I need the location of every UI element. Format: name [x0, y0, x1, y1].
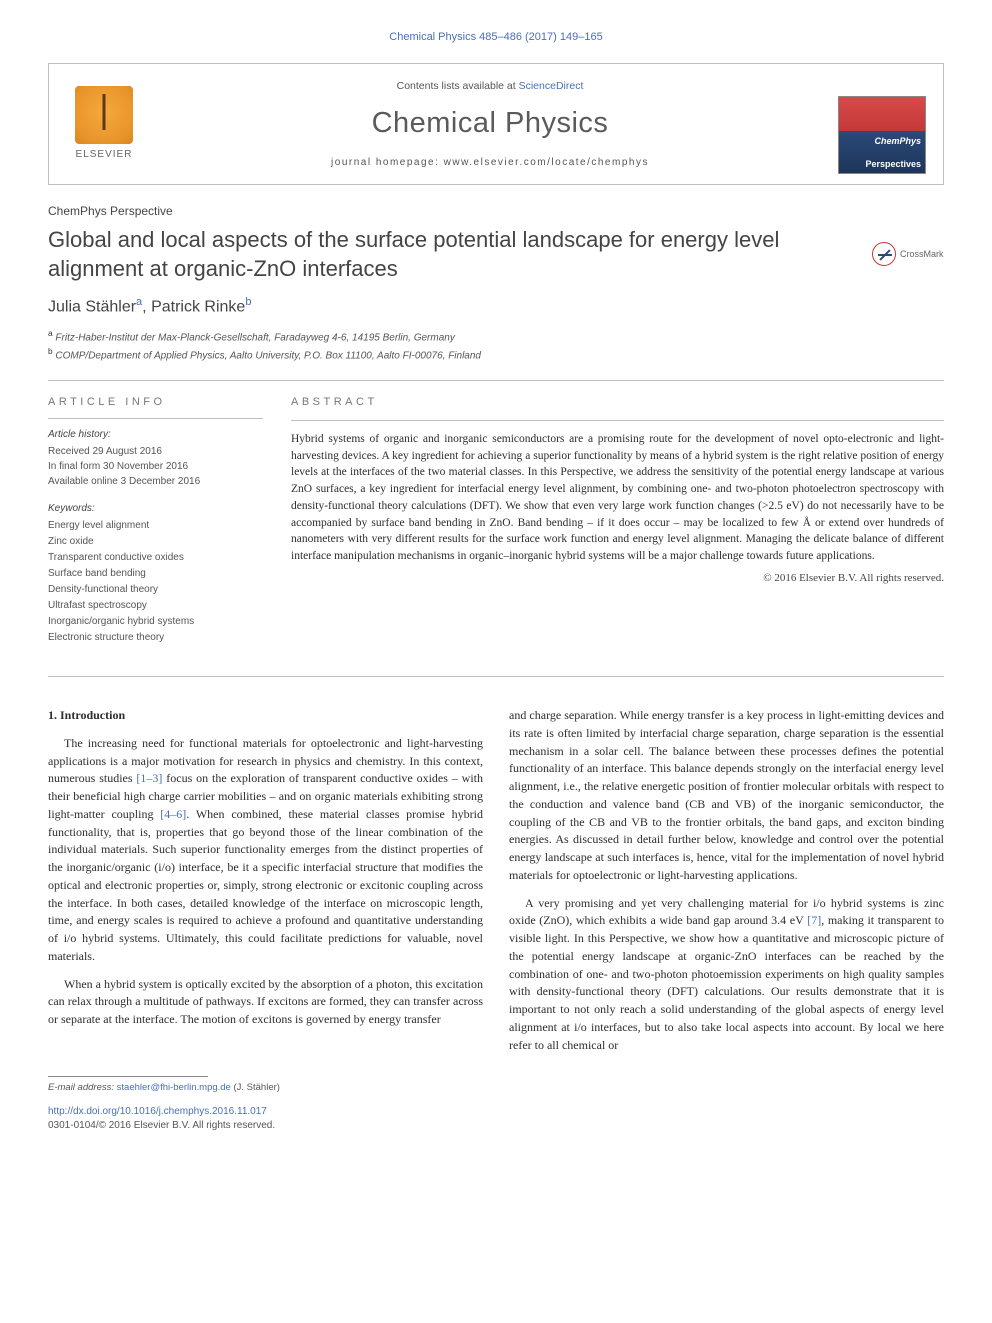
- doi-link[interactable]: http://dx.doi.org/10.1016/j.chemphys.201…: [48, 1106, 267, 1117]
- journal-homepage: journal homepage: www.elsevier.com/locat…: [143, 156, 837, 170]
- body-paragraph-3: and charge separation. While energy tran…: [509, 707, 944, 885]
- cover-chemphys-text: ChemPhys: [874, 135, 921, 148]
- keywords-list: Energy level alignment Zinc oxide Transp…: [48, 518, 263, 646]
- ref-1-3[interactable]: [1–3]: [136, 771, 162, 785]
- author-1: Julia Stähler: [48, 299, 136, 316]
- crossmark-label: CrossMark: [900, 248, 944, 261]
- email-link[interactable]: staehler@fhi-berlin.mpg.de: [117, 1082, 231, 1093]
- divider-top: [48, 380, 944, 381]
- email-who: (J. Stähler): [231, 1082, 280, 1093]
- journal-cover: ChemPhys Perspectives: [837, 74, 927, 174]
- history-final-form: In final form 30 November 2016: [48, 459, 263, 474]
- keyword: Surface band bending: [48, 566, 263, 582]
- article-type: ChemPhys Perspective: [48, 203, 944, 220]
- journal-header: ELSEVIER Contents lists available at Sci…: [48, 63, 944, 185]
- article-title: Global and local aspects of the surface …: [48, 226, 808, 283]
- divider-bottom: [48, 676, 944, 677]
- abstract-heading: ABSTRACT: [291, 395, 944, 410]
- info-abstract-row: ARTICLE INFO Article history: Received 2…: [48, 395, 944, 658]
- keywords-block: Keywords: Energy level alignment Zinc ox…: [48, 501, 263, 646]
- keyword: Zinc oxide: [48, 534, 263, 550]
- keywords-label: Keywords:: [48, 501, 263, 516]
- footer-rule: [48, 1076, 208, 1077]
- article-history: Article history: Received 29 August 2016…: [48, 427, 263, 489]
- body-paragraph-2: When a hybrid system is optically excite…: [48, 976, 483, 1029]
- affiliation-a-text: Fritz-Haber-Institut der Max-Planck-Gese…: [55, 332, 454, 343]
- keyword: Electronic structure theory: [48, 630, 263, 646]
- affiliations: a Fritz-Haber-Institut der Max-Planck-Ge…: [48, 327, 944, 364]
- history-online: Available online 3 December 2016: [48, 474, 263, 489]
- cover-perspectives-text: Perspectives: [865, 158, 921, 171]
- top-citation: Chemical Physics 485–486 (2017) 149–165: [48, 30, 944, 45]
- keyword: Energy level alignment: [48, 518, 263, 534]
- p4-text-b: , making it transparent to visible light…: [509, 913, 944, 1051]
- issn-copyright: 0301-0104/© 2016 Elsevier B.V. All right…: [48, 1120, 275, 1131]
- sciencedirect-link[interactable]: ScienceDirect: [519, 80, 584, 92]
- footer: E-mail address: staehler@fhi-berlin.mpg.…: [48, 1076, 944, 1132]
- author-2-sup: b: [245, 296, 251, 308]
- abstract-text: Hybrid systems of organic and inorganic …: [291, 431, 944, 564]
- body-paragraph-1: The increasing need for functional mater…: [48, 735, 483, 966]
- keyword: Transparent conductive oxides: [48, 550, 263, 566]
- info-rule-1: [48, 418, 263, 419]
- p1-text-c: . When combined, these material classes …: [48, 807, 483, 963]
- article-info: ARTICLE INFO Article history: Received 2…: [48, 395, 263, 658]
- abstract: ABSTRACT Hybrid systems of organic and i…: [291, 395, 944, 658]
- ref-4-6[interactable]: [4–6]: [160, 807, 186, 821]
- journal-name: Chemical Physics: [143, 103, 837, 144]
- corresponding-email: E-mail address: staehler@fhi-berlin.mpg.…: [48, 1081, 944, 1094]
- history-label: Article history:: [48, 427, 263, 442]
- elsevier-tree-icon: [75, 86, 133, 144]
- elsevier-label: ELSEVIER: [76, 148, 133, 162]
- article-info-heading: ARTICLE INFO: [48, 395, 263, 410]
- doi-line: http://dx.doi.org/10.1016/j.chemphys.201…: [48, 1105, 944, 1133]
- elsevier-logo: ELSEVIER: [65, 79, 143, 169]
- cover-image: ChemPhys Perspectives: [838, 96, 926, 174]
- contents-text: Contents lists available at: [397, 80, 519, 92]
- affiliation-b-text: COMP/Department of Applied Physics, Aalt…: [55, 351, 481, 362]
- affiliation-a: a Fritz-Haber-Institut der Max-Planck-Ge…: [48, 327, 944, 345]
- header-center: Contents lists available at ScienceDirec…: [143, 79, 837, 170]
- crossmark-icon: [872, 242, 896, 266]
- keyword: Density-functional theory: [48, 582, 263, 598]
- affiliation-b: b COMP/Department of Applied Physics, Aa…: [48, 345, 944, 363]
- author-2: , Patrick Rinke: [142, 299, 245, 316]
- body-text: 1. Introduction The increasing need for …: [48, 707, 944, 1054]
- abstract-rule: [291, 420, 944, 421]
- email-label: E-mail address:: [48, 1082, 117, 1093]
- keyword: Inorganic/organic hybrid systems: [48, 614, 263, 630]
- abstract-copyright: © 2016 Elsevier B.V. All rights reserved…: [291, 571, 944, 586]
- ref-7[interactable]: [7]: [807, 913, 821, 927]
- contents-list-line: Contents lists available at ScienceDirec…: [143, 79, 837, 94]
- author-list: Julia Stählera, Patrick Rinkeb: [48, 295, 944, 319]
- history-received: Received 29 August 2016: [48, 444, 263, 459]
- section-1-heading: 1. Introduction: [48, 707, 483, 725]
- body-paragraph-4: A very promising and yet very challengin…: [509, 895, 944, 1055]
- crossmark-badge[interactable]: CrossMark: [872, 242, 944, 266]
- keyword: Ultrafast spectroscopy: [48, 598, 263, 614]
